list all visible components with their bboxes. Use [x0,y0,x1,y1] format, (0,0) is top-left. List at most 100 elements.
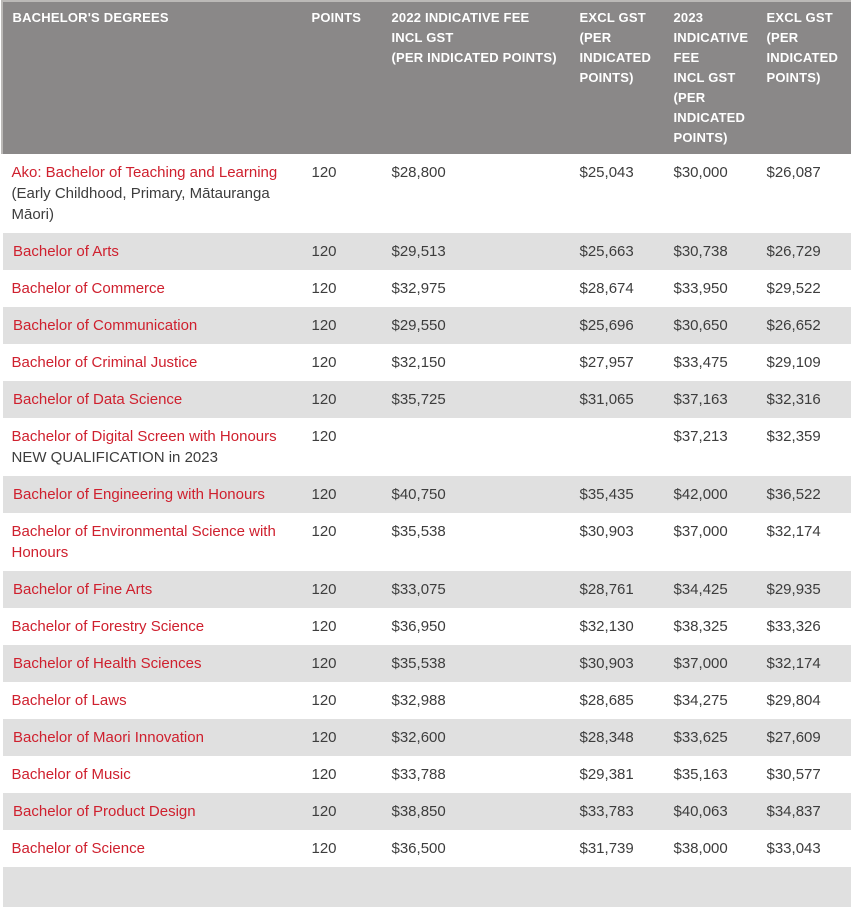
fee-2022-excl-gst-cell: $25,663 [570,233,664,270]
fee-2023-excl-gst-cell: $34,837 [757,793,851,830]
fee-2022-excl-gst-cell: $25,696 [570,307,664,344]
fee-2022-excl-gst-cell: $29,381 [570,756,664,793]
degree-link[interactable]: Bachelor of Criminal Justice [12,354,198,371]
points-cell: 120 [302,344,382,381]
fee-2022-incl-gst-cell: $35,538 [382,513,570,571]
points-cell: 120 [302,476,382,513]
fee-2022-excl-gst-cell: $31,739 [570,830,664,867]
fee-2023-incl-gst-cell: $38,325 [664,608,757,645]
degree-link[interactable]: Bachelor of Communication [13,317,197,334]
column-header-line: (PER INDICATED POINTS) [674,88,755,148]
degree-cell: Bachelor of Commerce [2,270,302,307]
table-row: Ako: Bachelor of Teaching and Learning (E… [2,154,851,233]
fee-2023-incl-gst-cell: $34,275 [664,682,757,719]
fee-2023-excl-gst-cell: $32,316 [757,381,851,418]
points-cell: 120 [302,307,382,344]
fee-2023-incl-gst-cell: $37,163 [664,381,757,418]
fee-2023-excl-gst-cell: $30,577 [757,756,851,793]
fee-2023-incl-gst-cell: $30,000 [664,154,757,233]
fee-2023-excl-gst-cell: $36,522 [757,476,851,513]
table-header: BACHELOR'S DEGREES POINTS 2022 INDICATIV… [2,1,851,154]
degree-link[interactable]: Bachelor of Maori Innovation [13,729,204,746]
fee-2022-excl-gst-cell: $28,348 [570,719,664,756]
table-body: Ako: Bachelor of Teaching and Learning (E… [2,154,851,907]
degree-link[interactable]: Bachelor of Product Design [13,803,196,820]
degree-link[interactable]: Bachelor of Environmental Science with H… [12,523,276,561]
fee-2023-excl-gst-cell: $32,359 [757,418,851,476]
fee-2023-excl-gst-cell: $32,174 [757,513,851,571]
fee-2022-excl-gst-cell: $32,130 [570,608,664,645]
fee-2022-incl-gst-cell: $32,988 [382,682,570,719]
fee-2023-incl-gst-cell: $35,163 [664,756,757,793]
degree-link[interactable]: Bachelor of Health Sciences [13,655,201,672]
fee-2022-incl-gst-cell: $33,788 [382,756,570,793]
col-header-2023-excl-gst: EXCL GST(PER INDICATED POINTS) [757,1,851,154]
fee-2023-excl-gst-cell: $33,326 [757,608,851,645]
degree-cell: Bachelor of Forestry Science [2,608,302,645]
degree-cell: Bachelor of Music [2,756,302,793]
degree-link[interactable]: Bachelor of Engineering with Honours [13,486,265,503]
degree-link[interactable]: Bachelor of Data Science [13,391,182,408]
degree-link[interactable]: Bachelor of Fine Arts [13,581,152,598]
degree-cell: Bachelor of Product Design [2,793,302,830]
degree-link[interactable]: Bachelor of Arts [13,243,119,260]
degree-link[interactable]: Bachelor of Laws [12,692,127,709]
degree-link[interactable]: Bachelor of Digital Screen with Honours [12,428,277,445]
fee-2023-excl-gst-cell: $33,043 [757,830,851,867]
fee-2022-incl-gst-cell [382,418,570,476]
table-row-partial [2,867,851,907]
fee-2022-incl-gst-cell: $40,750 [382,476,570,513]
fee-2022-excl-gst-cell: $35,435 [570,476,664,513]
degree-cell: Bachelor of Science [2,830,302,867]
fee-2022-incl-gst-cell: $35,725 [382,381,570,418]
table-row: Bachelor of Environmental Science with H… [2,513,851,571]
fee-2023-excl-gst-cell: $29,935 [757,571,851,608]
fee-2023-incl-gst-cell: $40,063 [664,793,757,830]
partial-row-cell [2,867,851,907]
degree-note: NEW QUALIFICATION in 2023 [12,447,298,468]
fee-2022-incl-gst-cell: $36,950 [382,608,570,645]
fee-2022-excl-gst-cell [570,418,664,476]
column-header-line: INCL GST [674,68,755,88]
degree-link[interactable]: Bachelor of Music [12,766,131,783]
fee-2022-excl-gst-cell: $28,685 [570,682,664,719]
points-cell: 120 [302,270,382,307]
fee-2022-incl-gst-cell: $32,975 [382,270,570,307]
fee-2022-incl-gst-cell: $32,150 [382,344,570,381]
table-row: Bachelor of Digital Screen with Honours N… [2,418,851,476]
degree-cell: Bachelor of Data Science [2,381,302,418]
fee-2023-incl-gst-cell: $38,000 [664,830,757,867]
column-header-line: (PER INDICATED POINTS) [580,28,662,88]
fee-2023-incl-gst-cell: $33,625 [664,719,757,756]
degree-cell: Ako: Bachelor of Teaching and Learning (E… [2,154,302,233]
fee-2022-excl-gst-cell: $25,043 [570,154,664,233]
fee-2023-excl-gst-cell: $29,522 [757,270,851,307]
degree-cell: Bachelor of Maori Innovation [2,719,302,756]
fee-2022-incl-gst-cell: $32,600 [382,719,570,756]
degree-link[interactable]: Bachelor of Commerce [12,280,165,297]
degree-link[interactable]: Ako: Bachelor of Teaching and Learning [12,164,278,181]
fee-2023-excl-gst-cell: $26,087 [757,154,851,233]
points-cell: 120 [302,154,382,233]
degree-link[interactable]: Bachelor of Science [12,840,145,857]
degree-note: (Early Childhood, Primary, Mātauranga Mā… [12,183,298,225]
fee-2022-incl-gst-cell: $28,800 [382,154,570,233]
fee-2022-incl-gst-cell: $29,550 [382,307,570,344]
col-header-points: POINTS [302,1,382,154]
degree-cell: Bachelor of Digital Screen with Honours N… [2,418,302,476]
degree-cell: Bachelor of Environmental Science with H… [2,513,302,571]
degree-cell: Bachelor of Communication [2,307,302,344]
degree-link[interactable]: Bachelor of Forestry Science [12,618,205,635]
